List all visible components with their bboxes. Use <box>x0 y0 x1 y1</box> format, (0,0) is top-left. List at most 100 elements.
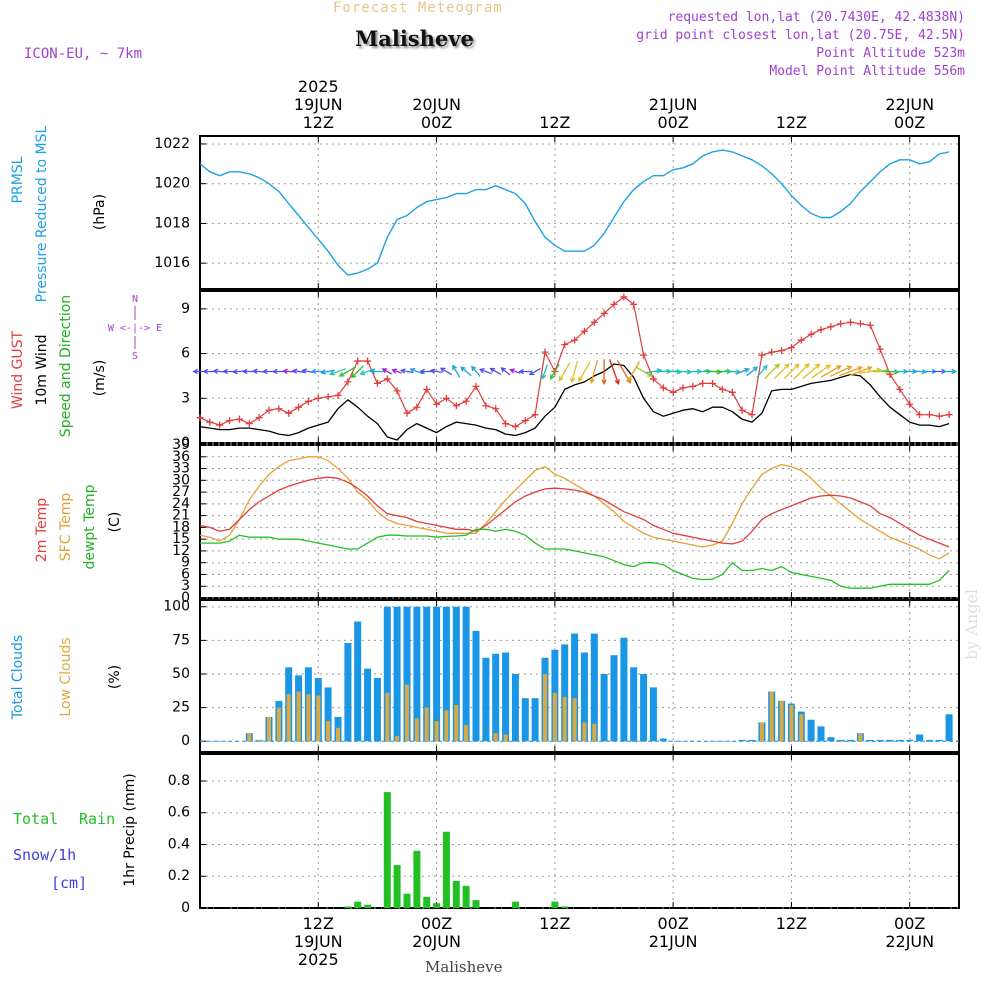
cloud-label-total: Total Clouds <box>10 635 26 720</box>
total-cloud-bar <box>511 674 519 742</box>
pressure-label-prmsl: PRMSL <box>10 156 26 203</box>
rain-bar <box>442 831 450 908</box>
wind-direction-arrow <box>518 368 531 375</box>
footer-location: Malisheve <box>425 958 503 976</box>
y-tick-label: 30 <box>172 472 190 488</box>
wind-direction-arrow <box>338 366 357 377</box>
gust-marker <box>787 344 795 352</box>
low-cloud-bar <box>257 739 262 742</box>
total-cloud-bar <box>640 674 648 742</box>
wind-label-speed-dir: Speed and Direction <box>58 295 74 437</box>
y-tick-label: 36 <box>172 449 190 465</box>
gust-marker <box>945 411 953 419</box>
time-label-top: 00Z <box>894 113 925 132</box>
gust-marker <box>442 394 450 402</box>
total-cloud-bar <box>531 698 539 742</box>
gust-marker <box>935 412 943 420</box>
gust-marker <box>383 375 391 383</box>
time-label-top: 00Z <box>421 113 452 132</box>
gust-marker <box>649 375 657 383</box>
compass-south: S <box>132 351 138 362</box>
panel-frame-wind <box>199 290 960 444</box>
wind-direction-arrow <box>329 368 346 376</box>
time-label-bottom: 00Z <box>657 914 688 933</box>
wind-direction-arrow <box>291 368 305 374</box>
low-cloud-bar <box>247 733 252 742</box>
y-tick-label: 50 <box>172 666 190 682</box>
gust-marker <box>640 351 648 359</box>
total-cloud-bar <box>925 739 933 742</box>
total-cloud-bar <box>866 739 874 742</box>
gust-marker <box>738 406 746 414</box>
precip-legend-cm: [cm] <box>51 874 87 892</box>
total-cloud-bar <box>561 644 569 742</box>
gust-marker <box>324 393 332 401</box>
time-label-bottom: 20JUN <box>412 932 461 951</box>
total-cloud-bar <box>393 606 401 742</box>
rain-bar <box>452 881 460 908</box>
low-cloud-bar <box>582 722 587 742</box>
gust-marker <box>758 351 766 359</box>
low-cloud-bar <box>385 692 390 742</box>
rain-bar <box>403 893 411 908</box>
total-cloud-bar <box>630 667 638 742</box>
gust-marker <box>876 345 884 353</box>
total-cloud-bar <box>620 637 628 742</box>
wind-direction-arrow <box>359 368 375 376</box>
gust-marker <box>561 341 569 349</box>
y-tick-label: 75 <box>172 632 190 648</box>
precip-legend-total: Total <box>13 810 58 828</box>
wind-direction-arrow <box>601 359 607 386</box>
wind-label-gust: Wind GUST <box>10 330 26 409</box>
y-tick-label: 27 <box>172 484 190 500</box>
low-cloud-bar <box>306 694 311 742</box>
total-cloud-bar <box>837 739 845 742</box>
total-cloud-bar <box>433 606 441 742</box>
time-label-bottom: 00Z <box>421 914 452 933</box>
dewpt-line <box>200 528 950 589</box>
y-tick-label: 0 <box>181 900 190 916</box>
point-altitude: Point Altitude 523m <box>816 46 965 61</box>
low-cloud-bar <box>434 721 439 742</box>
compass-north: N <box>132 294 138 305</box>
gust-marker <box>373 379 381 387</box>
rain-bar <box>511 901 519 908</box>
time-label-bottom: 12Z <box>776 914 807 933</box>
low-cloud-bar <box>562 696 567 742</box>
gust-marker <box>778 347 786 355</box>
gust-marker <box>285 409 293 417</box>
wind-direction-arrow <box>764 363 780 380</box>
low-cloud-bar <box>769 691 774 742</box>
time-label-top: 19JUN <box>294 95 343 114</box>
total-cloud-bar <box>472 630 480 742</box>
time-label-top: 12Z <box>539 113 570 132</box>
total-cloud-bar <box>610 655 618 742</box>
wind-direction-arrow <box>665 369 683 375</box>
gust-marker <box>521 417 529 425</box>
wind-speed-line <box>199 363 950 441</box>
model-altitude: Model Point Altitude 556m <box>769 64 965 79</box>
y-tick-label: 9 <box>181 555 190 571</box>
gust-marker <box>245 420 253 428</box>
wind-direction-arrow <box>528 367 541 376</box>
low-cloud-bar <box>286 694 291 742</box>
wind-direction-arrow <box>550 363 560 380</box>
rain-bar <box>561 906 569 908</box>
total-cloud-bar <box>442 606 450 742</box>
low-cloud-bar <box>572 698 577 742</box>
wind-direction-arrow <box>509 368 521 374</box>
gust-marker <box>689 382 697 390</box>
wind-direction-arrow <box>570 360 579 384</box>
low-cloud-bar <box>552 692 557 742</box>
wind-direction-arrow <box>942 368 958 375</box>
y-tick-label: 0 <box>181 435 190 451</box>
y-tick-label: 24 <box>172 496 190 512</box>
y-tick-label: 6 <box>181 566 190 582</box>
wind-direction-arrow <box>830 365 853 377</box>
total-cloud-bar <box>817 726 825 742</box>
low-cloud-bar <box>395 735 400 742</box>
wind-direction-arrow <box>735 367 751 375</box>
wind-direction-arrow <box>541 364 549 380</box>
total-cloud-bar <box>847 739 855 742</box>
wind-direction-arrow <box>272 368 285 375</box>
